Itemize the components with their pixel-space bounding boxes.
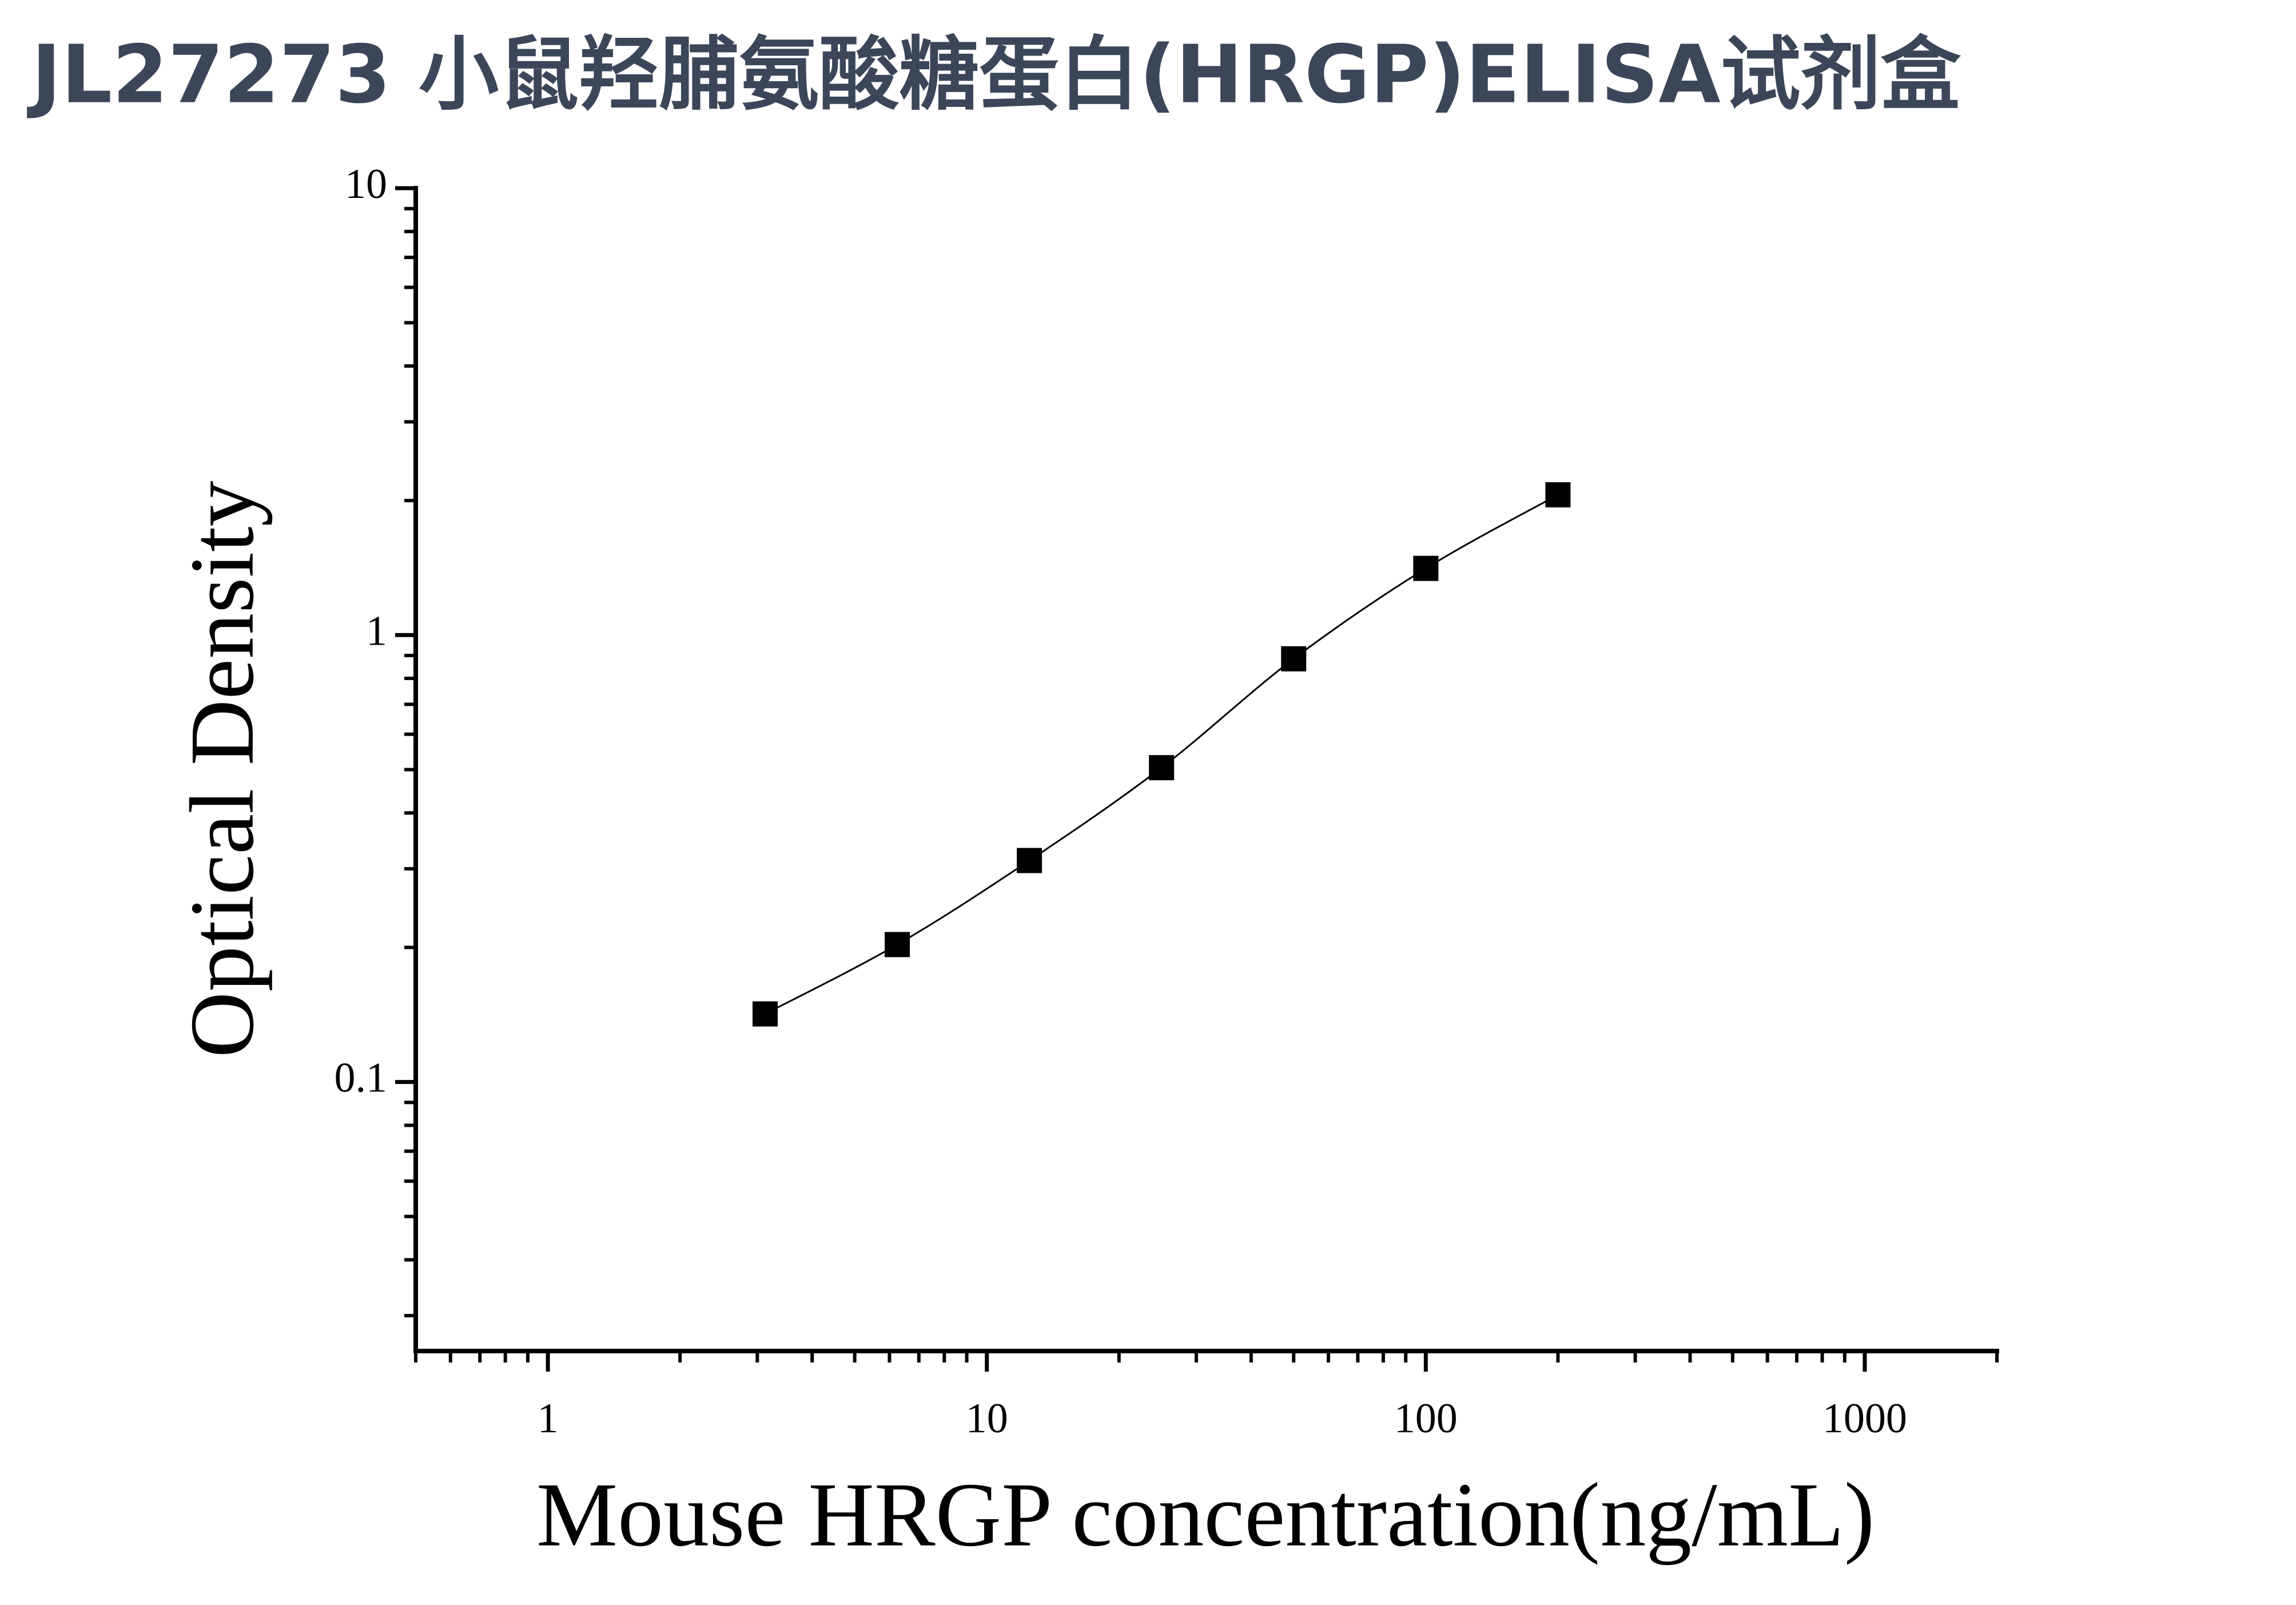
chart-title: JL27273 小鼠羟脯氨酸糖蛋白(HRGP)ELISA试剂盒 bbox=[27, 29, 1961, 122]
data-point bbox=[1281, 646, 1307, 672]
x-tick-label: 100 bbox=[1394, 1395, 1458, 1442]
y-tick-label: 1 bbox=[366, 607, 387, 654]
x-tick-label: 1 bbox=[538, 1395, 559, 1442]
y-axis-title: Optical Density bbox=[171, 481, 273, 1058]
y-tick-label: 0.1 bbox=[335, 1055, 388, 1102]
data-point bbox=[1149, 755, 1175, 781]
data-point bbox=[1545, 482, 1571, 508]
x-tick-label: 1000 bbox=[1823, 1395, 1907, 1442]
data-point bbox=[1017, 848, 1042, 873]
x-axis-title: Mouse HRGP concentration(ng/mL) bbox=[536, 1464, 1875, 1566]
data-point bbox=[1413, 555, 1439, 581]
data-point bbox=[752, 1001, 778, 1027]
x-tick-label: 10 bbox=[966, 1395, 1008, 1442]
y-tick-label: 10 bbox=[345, 161, 387, 208]
data-point bbox=[885, 932, 910, 958]
fit-curve bbox=[765, 494, 1559, 1015]
